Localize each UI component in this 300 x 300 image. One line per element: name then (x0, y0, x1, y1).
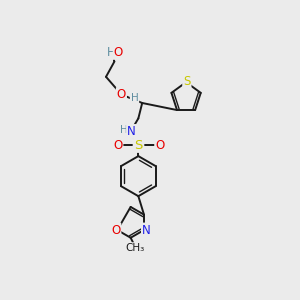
Text: O: O (117, 88, 126, 101)
Text: S: S (183, 75, 190, 88)
Text: O: O (114, 46, 123, 59)
Text: CH₃: CH₃ (125, 243, 144, 253)
Text: S: S (134, 139, 142, 152)
Text: N: N (127, 125, 136, 138)
Text: H: H (130, 93, 138, 103)
Text: O: O (155, 139, 164, 152)
Text: H: H (120, 125, 128, 135)
Text: O: O (113, 139, 122, 152)
Text: O: O (111, 224, 120, 236)
Text: N: N (142, 224, 151, 236)
Text: H: H (107, 46, 116, 59)
